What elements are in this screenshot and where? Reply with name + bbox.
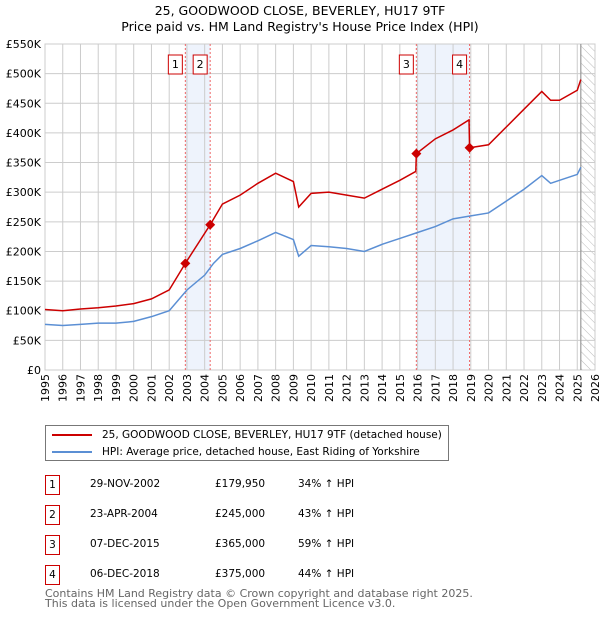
x-tick-label: 2003 xyxy=(181,374,194,402)
sale-point-marker xyxy=(205,219,216,230)
sale-point-marker xyxy=(180,258,191,269)
x-tick-label: 2008 xyxy=(270,374,283,402)
x-tick-label: 2021 xyxy=(500,374,513,402)
sale-number: 2 xyxy=(45,505,60,525)
sale-hpi-change: 43% ↑ HPI xyxy=(298,508,355,520)
x-tick-label: 2013 xyxy=(358,374,371,402)
x-tick-label: 2012 xyxy=(341,374,354,402)
y-tick-label: £500K xyxy=(6,68,42,81)
sale-label-box xyxy=(192,54,208,75)
sale-number: 4 xyxy=(45,565,60,585)
property-series-line xyxy=(44,79,582,312)
sale-label: 1 xyxy=(172,58,179,71)
sale-hpi-change: 34% ↑ HPI xyxy=(298,478,355,490)
x-tick-label: 2016 xyxy=(412,374,425,402)
sale-number: 3 xyxy=(45,535,60,555)
sale-row: 1 29-NOV-2002 £179,950 34% ↑ HPI xyxy=(45,475,465,495)
sale-label: 4 xyxy=(456,58,463,71)
legend-item-property: 25, GOODWOOD CLOSE, BEVERLEY, HU17 9TF (… xyxy=(52,427,442,443)
sale-hpi-change: 44% ↑ HPI xyxy=(298,568,355,580)
sale-row: 2 23-APR-2004 £245,000 43% ↑ HPI xyxy=(45,505,465,525)
y-tick-label: £350K xyxy=(6,157,42,170)
x-tick-label: 2018 xyxy=(447,374,460,402)
x-tick-label: 1997 xyxy=(74,374,87,402)
y-tick-label: £450K xyxy=(6,97,42,110)
x-tick-label: 2010 xyxy=(305,374,318,402)
x-tick-label: 2020 xyxy=(483,374,496,402)
x-tick-label: 2009 xyxy=(287,374,300,402)
x-tick-label: 1996 xyxy=(57,374,70,402)
x-tick-label: 2024 xyxy=(554,374,567,402)
sale-label-box xyxy=(398,54,414,75)
legend-label: 25, GOODWOOD CLOSE, BEVERLEY, HU17 9TF (… xyxy=(102,429,442,441)
shaded-period xyxy=(185,44,211,370)
footer-line: This data is licensed under the Open Gov… xyxy=(45,597,396,610)
x-tick-label: 2015 xyxy=(394,374,407,402)
y-tick-label: £0 xyxy=(27,364,41,377)
sale-number: 1 xyxy=(45,475,60,495)
chart-title: 25, GOODWOOD CLOSE, BEVERLEY, HU17 9TF xyxy=(154,3,446,18)
forecast-hatch xyxy=(580,44,595,370)
sale-label: 2 xyxy=(197,58,204,71)
x-tick-label: 2014 xyxy=(376,374,389,402)
x-tick-label: 1998 xyxy=(92,374,105,402)
sale-date: 29-NOV-2002 xyxy=(90,478,161,490)
sale-label: 3 xyxy=(403,58,410,71)
x-tick-label: 1999 xyxy=(110,374,123,402)
x-tick-label: 2002 xyxy=(163,374,176,402)
sale-date: 23-APR-2004 xyxy=(90,508,158,520)
x-tick-label: 2026 xyxy=(589,374,600,402)
sale-date: 07-DEC-2015 xyxy=(90,538,160,550)
x-tick-label: 2004 xyxy=(199,374,212,402)
x-tick-label: 2006 xyxy=(234,374,247,402)
y-tick-label: £150K xyxy=(6,275,42,288)
x-tick-label: 2001 xyxy=(145,374,158,402)
legend: 25, GOODWOOD CLOSE, BEVERLEY, HU17 9TF (… xyxy=(45,425,449,461)
shaded-period xyxy=(416,44,470,370)
y-tick-label: £300K xyxy=(6,186,42,199)
sale-price: £375,000 xyxy=(215,568,266,580)
x-tick-label: 2022 xyxy=(518,374,531,402)
x-tick-label: 2025 xyxy=(571,374,584,402)
y-tick-label: £200K xyxy=(6,245,42,258)
sale-price: £179,950 xyxy=(215,478,266,490)
sale-row: 4 06-DEC-2018 £375,000 44% ↑ HPI xyxy=(45,565,465,585)
sale-price: £245,000 xyxy=(215,508,266,520)
footer-line: Contains HM Land Registry data © Crown c… xyxy=(45,587,473,600)
x-tick-label: 2017 xyxy=(429,374,442,402)
plot-border xyxy=(44,43,596,371)
x-tick-label: 1995 xyxy=(39,374,52,402)
legend-swatch xyxy=(52,451,92,453)
x-tick-label: 2000 xyxy=(128,374,141,402)
y-tick-label: £400K xyxy=(6,127,42,140)
x-tick-label: 2005 xyxy=(216,374,229,402)
y-tick-label: £250K xyxy=(6,216,42,229)
x-tick-label: 2011 xyxy=(323,374,336,402)
y-tick-label: £100K xyxy=(6,305,42,318)
y-tick-label: £50K xyxy=(13,334,42,347)
legend-swatch xyxy=(52,434,92,436)
hpi-series-line xyxy=(44,166,582,327)
sale-row: 3 07-DEC-2015 £365,000 59% ↑ HPI xyxy=(45,535,465,555)
sale-date: 06-DEC-2018 xyxy=(90,568,160,580)
legend-label: HPI: Average price, detached house, East… xyxy=(102,446,420,458)
sale-price: £365,000 xyxy=(215,538,266,550)
sale-label-box xyxy=(167,54,183,75)
legend-item-hpi: HPI: Average price, detached house, East… xyxy=(52,444,420,460)
x-tick-label: 2007 xyxy=(252,374,265,402)
sale-label-box xyxy=(452,54,468,75)
y-tick-label: £550K xyxy=(6,38,42,51)
chart-plot: 1995 1996 1997 1998 1999 2000 2001 2002 2003 2004… xyxy=(6,38,600,402)
sale-point-marker xyxy=(411,148,422,159)
x-tick-label: 2023 xyxy=(536,374,549,402)
x-tick-label: 2019 xyxy=(465,374,478,402)
sale-point-marker xyxy=(464,142,475,153)
chart-subtitle: Price paid vs. HM Land Registry's House … xyxy=(121,19,479,34)
sale-hpi-change: 59% ↑ HPI xyxy=(298,538,355,550)
footer: Contains HM Land Registry data © Crown c… xyxy=(45,587,473,610)
